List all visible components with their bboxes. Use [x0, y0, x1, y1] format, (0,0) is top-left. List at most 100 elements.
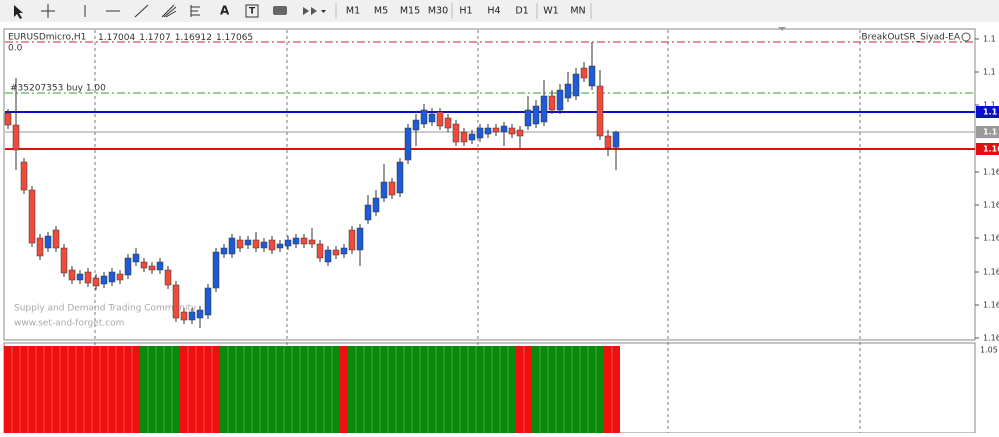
candle-body: [348, 229, 356, 251]
watermark: www.set-and-forget.com: [14, 319, 124, 329]
candle-body: [52, 229, 60, 249]
expert-icon[interactable]: [961, 32, 971, 42]
candle-body: [420, 109, 428, 125]
candle-body: [540, 95, 548, 123]
candle-body: [108, 271, 116, 283]
cursor-tool[interactable]: [14, 5, 23, 19]
main-panel: [3, 28, 976, 341]
candle-body: [44, 235, 52, 249]
toolbar: A T M1 M5 M15 M30 H1 H4 D1 W1 MN: [0, 0, 999, 22]
candle-body: [572, 73, 580, 97]
candle-body: [412, 119, 420, 131]
candle-body: [428, 113, 436, 123]
candle-body: [468, 133, 476, 141]
candle-body: [492, 127, 500, 133]
price-label: 1.1: [983, 128, 998, 137]
candle-body: [84, 271, 92, 284]
candle-body: [580, 67, 588, 79]
text-tool[interactable]: A: [220, 4, 230, 18]
candle-body: [92, 277, 100, 287]
candle-body: [228, 237, 236, 255]
candle-body: [188, 311, 196, 321]
candle-body: [308, 239, 316, 245]
candle-body: [196, 309, 204, 319]
candle-body: [612, 131, 620, 148]
candle-body: [604, 135, 612, 149]
y-tick-label: 1.16: [983, 334, 999, 343]
crosshair-tool[interactable]: [41, 4, 55, 18]
dropdown[interactable]: [321, 10, 326, 13]
y-tick-label: 1.1: [983, 68, 996, 77]
y-tick-label: 1.16: [983, 168, 999, 177]
candle-body: [180, 311, 188, 321]
candle-body: [76, 273, 84, 281]
order-label: #35207353 buy 1.00: [10, 84, 106, 94]
candle-body: [324, 249, 332, 263]
arrows-tool[interactable]: [303, 7, 317, 15]
chart-subtitle: 0.0: [8, 44, 23, 54]
histogram-segment: [220, 346, 340, 433]
histogram-segment: [4, 346, 140, 433]
candle-body: [204, 287, 212, 316]
y-tick-label: 1.16: [983, 268, 999, 277]
candle-body: [300, 237, 308, 245]
candle-body: [500, 125, 508, 133]
timeframes: M1 M5 M15 M30 H1 H4 D1 W1 MN: [346, 3, 592, 19]
candle-body: [268, 239, 276, 251]
timeframe-button[interactable]: M15: [400, 6, 420, 17]
timeframe-button[interactable]: MN: [570, 6, 585, 17]
candle-body: [484, 127, 492, 135]
time-grid: [94, 30, 861, 433]
ohlc-value: 1.17004: [98, 33, 135, 43]
candle-body: [100, 275, 108, 285]
timeframe-button[interactable]: W1: [543, 6, 558, 17]
candle-body: [476, 127, 484, 139]
indicator-axis-label: 1.05: [980, 346, 998, 355]
candle-body: [356, 227, 364, 251]
timeframe-button[interactable]: M5: [374, 6, 388, 17]
y-tick-label: 1.16: [983, 301, 999, 310]
candle-body: [68, 269, 76, 281]
timeframe-button[interactable]: H4: [487, 6, 500, 17]
candle-body: [364, 204, 372, 221]
candle-body: [404, 127, 412, 161]
timeframe-button[interactable]: H1: [459, 6, 472, 17]
y-tick-label: 1.1: [983, 101, 996, 110]
candle-body: [396, 161, 404, 194]
histogram-segment: [532, 346, 604, 433]
timeframe-button[interactable]: D1: [515, 6, 528, 17]
price-label-box: [976, 126, 999, 138]
candle-body: [28, 189, 36, 244]
label-tool[interactable]: [245, 4, 259, 18]
candle-body: [444, 117, 452, 129]
y-tick-label: 1.1: [983, 35, 996, 44]
candle-body: [588, 65, 596, 87]
ohlc-value: 1.16912: [175, 33, 212, 43]
candle-body: [596, 85, 604, 137]
fibo-tool[interactable]: [190, 5, 200, 17]
chart-ohlc: 1.17004 1.1707 1.16912 1.17065: [98, 33, 253, 43]
chart-symbol: EURUSDmicro,H1: [8, 33, 86, 43]
candle-body: [524, 109, 532, 127]
candle-body: [60, 247, 68, 274]
histogram-segment: [180, 346, 220, 433]
price-label: 1.1: [983, 108, 998, 117]
candle-body: [156, 261, 164, 271]
candle-body: [148, 265, 156, 271]
watermark: Supply and Demand Trading Community: [14, 304, 197, 314]
candle-body: [252, 239, 260, 249]
shape-tool[interactable]: [273, 6, 287, 15]
label-tool-glyph: T: [249, 7, 256, 17]
channel-tool[interactable]: [161, 4, 177, 18]
candle-body: [460, 131, 468, 143]
histogram-segment: [340, 346, 348, 433]
timeframe-button[interactable]: M1: [346, 6, 360, 17]
candle-body: [164, 269, 172, 286]
trendline-tool[interactable]: [134, 4, 149, 18]
candle-body: [20, 161, 28, 191]
timeframe-button[interactable]: M30: [428, 6, 448, 17]
candle-body: [292, 237, 300, 245]
candle-body: [140, 261, 148, 269]
